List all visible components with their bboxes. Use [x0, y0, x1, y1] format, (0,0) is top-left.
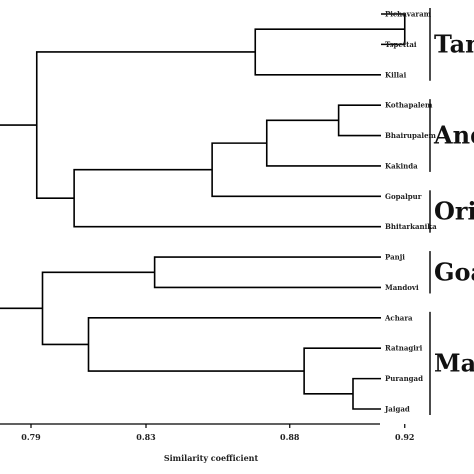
leaf-label: Gopalpur: [385, 192, 422, 201]
branch-m6: [73, 168, 381, 228]
leaf-label: Bhairupalem: [385, 131, 437, 140]
leaf-label: Panji: [385, 253, 405, 262]
leaf-label: Jaigad: [384, 405, 410, 414]
x-axis-ticks: 0.79 0.83 0.88 0.92: [21, 424, 414, 442]
leaf-label: Ratnagiri: [385, 344, 423, 353]
group-labels: Tam Andl Oris Goa Mah: [433, 29, 474, 377]
branch-m9: [352, 377, 381, 410]
branch-m3: [337, 104, 381, 137]
branch-m2: [254, 28, 405, 76]
branch-m10: [303, 347, 381, 395]
leaf-label: Bhitarkanika: [385, 222, 437, 231]
group-label: Mah: [434, 348, 474, 377]
group-label: Oris: [434, 197, 474, 226]
branch-m13: [0, 124, 43, 310]
leaf-label: Killai: [385, 70, 407, 79]
x-tick-label: 0.88: [280, 432, 300, 442]
branch-m8: [153, 256, 381, 289]
branch-m11: [87, 317, 381, 372]
group-label: Andl: [433, 121, 474, 150]
leaf-labels: Pichavaram Tspettai Killai Kothapalem Bhairu…: [384, 10, 437, 414]
branch-m5: [211, 142, 381, 198]
x-tick-label: 0.83: [136, 432, 156, 442]
leaf-label: Kothapalem: [385, 101, 433, 110]
leaf-label: Kakinda: [385, 161, 418, 170]
leaf-label: Purangad: [385, 374, 423, 383]
branch-m4: [265, 119, 381, 167]
leaf-label: Achara: [384, 313, 413, 322]
x-tick-label: 0.92: [395, 432, 414, 442]
dendrogram-branches: [0, 13, 406, 410]
leaf-label: Tspettai: [385, 40, 417, 49]
leaf-label: Pichavaram: [385, 10, 432, 19]
x-tick-label: 0.79: [21, 432, 41, 442]
group-label: Goa: [434, 257, 474, 286]
x-axis-title: Similarity coefficient: [164, 453, 259, 463]
group-label: Tam: [434, 29, 474, 58]
branch-m12: [41, 271, 155, 346]
leaf-label: Mandovi: [385, 283, 419, 292]
branch-m7: [35, 51, 256, 200]
